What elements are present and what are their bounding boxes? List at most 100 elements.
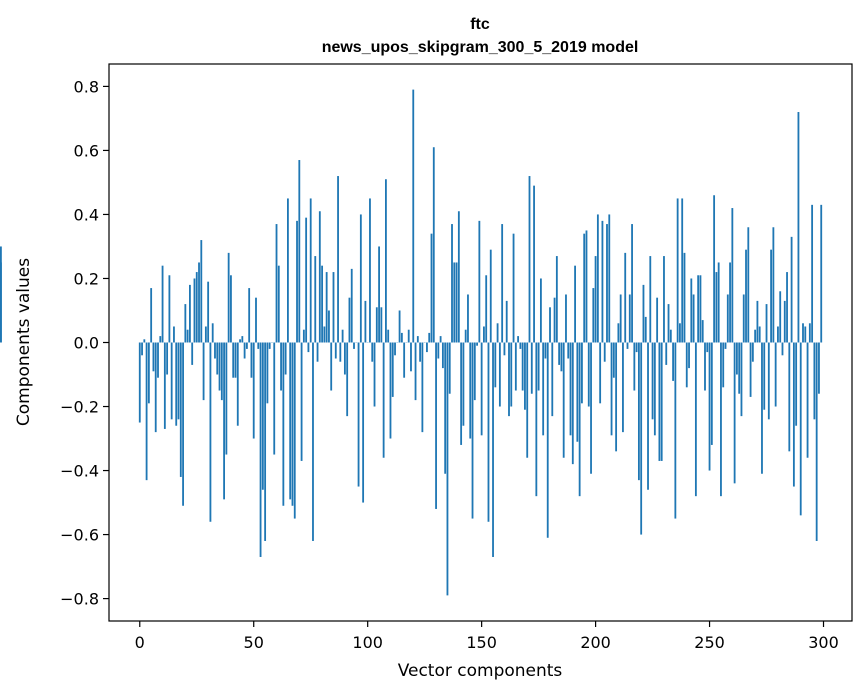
bar-281 [779, 291, 782, 343]
chart-title: ftc [470, 16, 490, 33]
bar-82 [325, 272, 328, 343]
bar-256 [722, 342, 725, 388]
bar-236 [676, 198, 679, 343]
bar-199 [592, 288, 595, 343]
bar-76 [312, 342, 314, 541]
bar-15 [173, 326, 175, 343]
bar-152 [485, 275, 488, 343]
bar-118 [407, 329, 410, 343]
bar-23 [191, 342, 194, 365]
bar-123 [419, 342, 422, 362]
x-tick-label: 300 [808, 633, 839, 652]
bar-60 [275, 224, 278, 343]
bar-177 [542, 342, 545, 436]
bar-237 [679, 323, 681, 343]
bar-163 [510, 342, 513, 407]
bar-153 [487, 342, 490, 522]
bar-206 [608, 214, 611, 343]
bar-189 [569, 342, 572, 436]
bar-44 [239, 339, 241, 343]
bar-83 [328, 310, 330, 343]
bar-42 [234, 342, 237, 378]
bar-269 [751, 342, 754, 362]
bar-33 [214, 342, 216, 359]
bar-180 [549, 307, 551, 343]
bar-63 [282, 342, 285, 506]
bar-34 [216, 342, 219, 375]
bar-64 [284, 342, 287, 375]
bar-series [0, 89, 823, 596]
bar-201 [596, 214, 599, 343]
bar-140 [457, 211, 460, 343]
bar-211 [619, 294, 622, 343]
bar-7 [154, 342, 157, 433]
bar-230 [663, 256, 665, 343]
bar-278 [772, 227, 775, 343]
bar-49 [250, 342, 253, 378]
bar-275 [765, 304, 768, 343]
bar-8 [157, 342, 159, 378]
bar-234 [672, 342, 674, 381]
bar-1 [141, 342, 143, 356]
x-tick-label: 50 [244, 633, 264, 652]
bar-204 [603, 342, 606, 362]
bar-28 [202, 342, 205, 401]
bar-120 [412, 89, 415, 343]
bar-130 [435, 342, 437, 509]
y-tick-label: 0.8 [74, 77, 99, 96]
bar-176 [539, 278, 542, 343]
bar-159 [501, 224, 504, 343]
bar-9 [159, 336, 162, 343]
y-tick-label: −0.8 [60, 590, 99, 609]
bar-192 [576, 342, 579, 442]
bar-22 [189, 284, 191, 343]
bar-10 [161, 265, 164, 343]
bar-87 [337, 176, 339, 343]
bar-272 [758, 326, 761, 343]
bar-290 [799, 342, 802, 516]
bar-65 [287, 198, 289, 343]
bar-219 [637, 342, 640, 481]
bar-46 [243, 342, 246, 359]
y-tick-label: 0.0 [74, 334, 99, 353]
bar-241 [688, 342, 690, 369]
bar-285 [788, 342, 791, 452]
bar-283 [783, 300, 786, 343]
bar-93 [350, 268, 353, 343]
x-tick-label: 250 [694, 633, 725, 652]
bar-202 [599, 342, 602, 404]
bar-165 [514, 342, 517, 391]
bar-12 [166, 342, 169, 375]
bar-96 [357, 342, 360, 487]
bar-108 [385, 179, 387, 343]
bar-161 [505, 300, 508, 343]
bar-208 [612, 342, 615, 378]
bar-284 [786, 272, 788, 343]
bar-175 [537, 342, 540, 391]
bar-259 [729, 262, 731, 343]
bar-247 [701, 320, 704, 343]
bar-169 [524, 342, 526, 410]
bar-157 [496, 323, 499, 343]
bar-45 [241, 336, 244, 343]
bar-280 [777, 326, 779, 343]
bar-274 [763, 342, 766, 410]
bar-243 [692, 294, 695, 343]
bar-156 [494, 342, 497, 388]
bar-39 [227, 252, 230, 343]
bar-298 [818, 342, 820, 394]
bar-273 [761, 342, 763, 474]
bar-43 [236, 342, 239, 426]
bar-78 [316, 342, 319, 362]
bar-183 [555, 256, 558, 343]
bar-66 [289, 342, 292, 500]
chart-subtitle: news_upos_skipgram_300_5_2019 model [322, 39, 639, 56]
bar-142 [462, 342, 465, 426]
bar-253 [715, 272, 718, 343]
bar-178 [544, 342, 547, 359]
bar-222 [644, 316, 647, 343]
bar-293 [806, 342, 809, 458]
bar-131 [437, 342, 440, 359]
bar-225 [651, 342, 654, 420]
bar-13 [168, 275, 171, 343]
